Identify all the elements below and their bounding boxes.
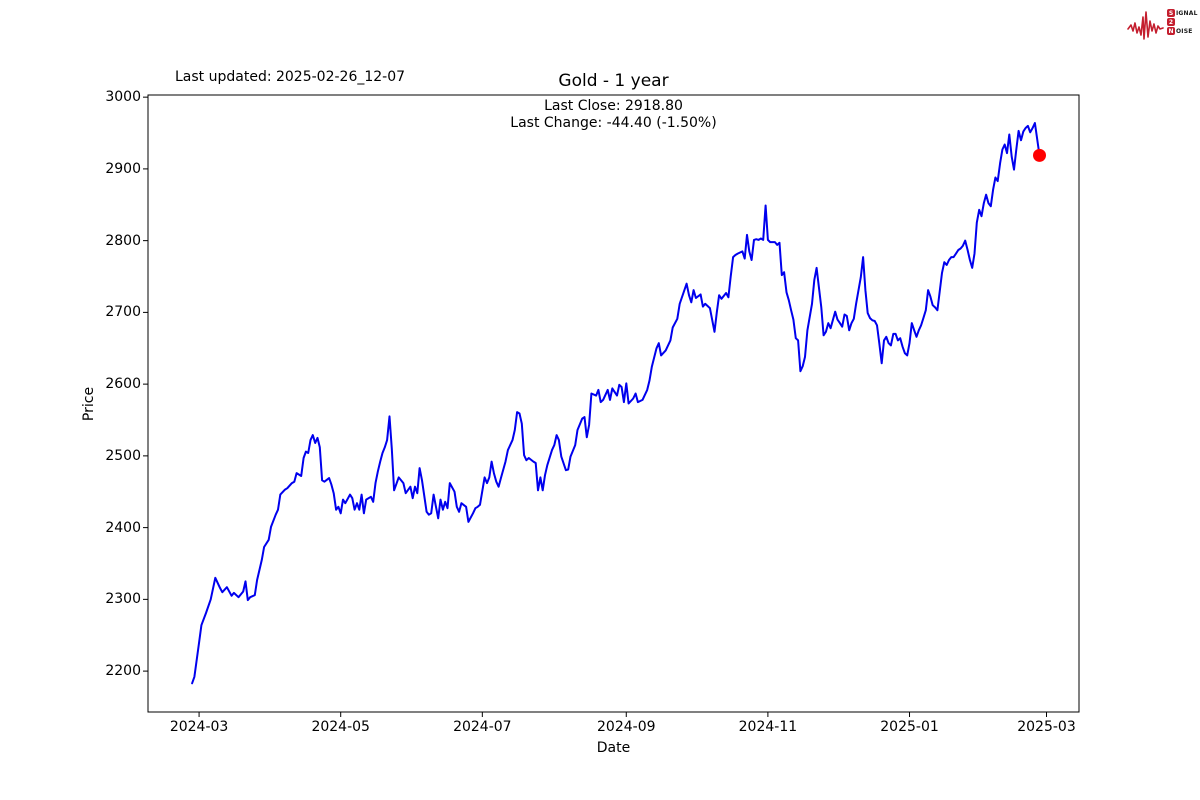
x-tick-label: 2024-11 (738, 719, 798, 735)
x-tick-label: 2024-05 (311, 719, 370, 735)
logo-line-noise: N OISE (1167, 27, 1198, 35)
logo-text-ignal: IGNAL (1176, 9, 1198, 17)
logo-letter-s: S (1167, 9, 1175, 17)
chart-title: Gold - 1 year (558, 71, 669, 91)
logo-letter-2: 2 (1167, 18, 1175, 26)
x-tick-label: 2025-01 (880, 719, 939, 735)
y-tick-label: 2500 (105, 447, 141, 464)
y-tick-label: 2900 (105, 160, 141, 177)
y-tick-label: 2200 (105, 663, 141, 680)
logo-line-two: 2 (1167, 18, 1198, 26)
y-tick-label: 2600 (105, 376, 141, 393)
logo-wordmark: S IGNAL 2 N OISE (1167, 9, 1198, 35)
y-tick-label: 2300 (105, 591, 141, 608)
x-tick-label: 2024-03 (169, 719, 229, 735)
y-axis-label: Price (81, 386, 97, 422)
y-tick-label: 2400 (105, 519, 141, 536)
last-close-annotation: Last Close: 2918.80 (544, 98, 683, 114)
price-line (191, 122, 1041, 685)
logo-text-oise: OISE (1176, 27, 1193, 35)
last-updated-text: Last updated: 2025-02-26_12-07 (175, 69, 406, 85)
axes-frame (147, 94, 1080, 713)
waveform-icon (1127, 11, 1164, 40)
logo-letter-n: N (1167, 27, 1175, 35)
x-tick-label: 2024-07 (453, 719, 512, 735)
logo-line-signal: S IGNAL (1167, 9, 1198, 17)
signal2noise-logo: S IGNAL 2 N OISE (1127, 4, 1197, 50)
x-axis-label: Date (596, 740, 631, 756)
y-tick-label: 2700 (105, 304, 141, 321)
last-change-annotation: Last Change: -44.40 (-1.50%) (510, 115, 717, 131)
y-tick-label: 3000 (105, 89, 141, 106)
last-price-marker (1033, 148, 1046, 162)
y-tick-label: 2800 (105, 232, 141, 249)
x-tick-label: 2024-09 (597, 719, 656, 735)
x-tick-label: 2025-03 (1017, 719, 1076, 735)
